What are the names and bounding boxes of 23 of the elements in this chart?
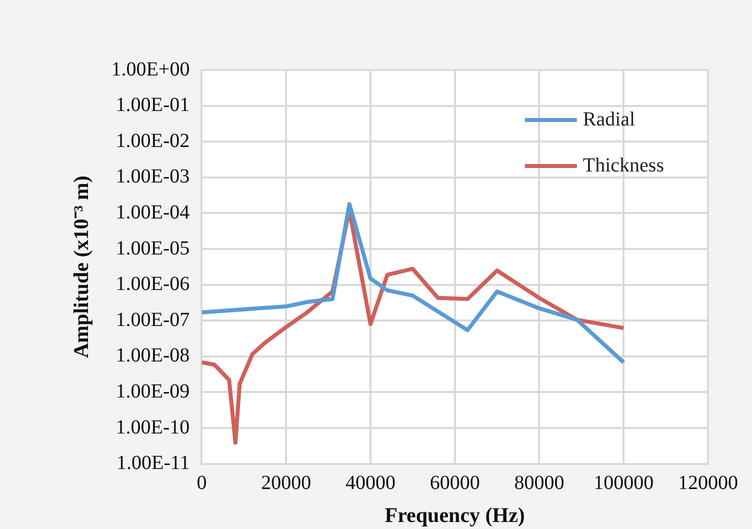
y-tick-label: 1.00E-03: [116, 166, 190, 188]
x-tick-label: 20000: [261, 472, 312, 494]
y-tick-label: 1.00E+00: [111, 58, 190, 80]
y-tick-label: 1.00E-08: [116, 344, 190, 367]
y-tick-label: 1.00E-09: [116, 380, 190, 402]
x-tick-label: 100000: [594, 472, 654, 494]
y-tick-label: 1.00E-07: [116, 308, 190, 331]
x-tick-label: 120000: [678, 472, 738, 494]
y-axis-title: Amplitude (x10⁻³ m): [69, 176, 94, 358]
legend-label: Thickness: [582, 154, 664, 176]
y-tick-label: 1.00E-05: [116, 237, 190, 260]
y-tick-label: 1.00E-04: [116, 201, 190, 224]
x-tick-label: 40000: [345, 472, 396, 494]
y-tick-label: 1.00E-11: [116, 452, 190, 474]
x-axis-title: Frequency (Hz): [384, 502, 525, 527]
y-tick-label: 1.00E-06: [116, 273, 190, 296]
y-tick-label: 1.00E-01: [116, 94, 190, 116]
y-tick-label: 1.00E-10: [116, 416, 190, 438]
legend-label: Radial: [582, 108, 636, 130]
y-tick-label: 1.00E-02: [116, 130, 190, 152]
x-tick-label: 60000: [430, 472, 480, 494]
x-tick-label: 0: [196, 472, 207, 494]
x-tick-label: 80000: [514, 472, 564, 494]
